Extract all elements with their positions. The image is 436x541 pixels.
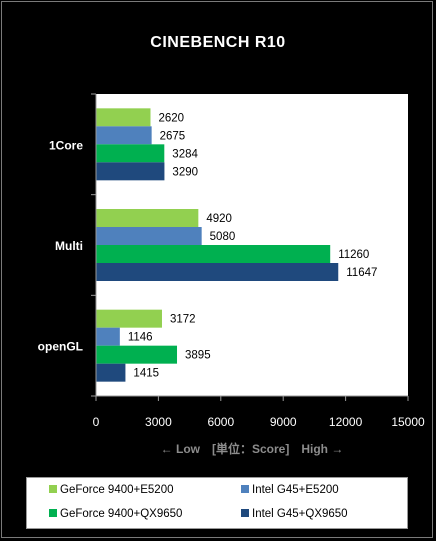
legend: GeForce 9400+E5200 Intel G45+E5200 GeForce… (26, 477, 408, 529)
x-tick-label: 0 (93, 415, 100, 429)
x-tick-label: 3000 (145, 415, 172, 429)
legend-label: GeForce 9400+E5200 (60, 484, 174, 496)
data-label: 11647 (346, 267, 377, 279)
legend-swatch (241, 509, 249, 517)
bar (96, 345, 178, 364)
x-tick-label: 6000 (207, 415, 234, 429)
x-tick-label: 15000 (391, 415, 425, 429)
legend-swatch (49, 485, 57, 493)
data-label: 5080 (210, 231, 236, 243)
bar (96, 144, 165, 163)
legend-label: Intel G45+QX9650 (252, 508, 348, 520)
legend-label: GeForce 9400+QX9650 (60, 508, 183, 520)
data-label: 1415 (133, 368, 159, 380)
legend-item: GeForce 9400+E5200 (49, 484, 173, 496)
bar (96, 245, 331, 263)
data-label: 11260 (338, 249, 369, 261)
x-tick-label: 12000 (329, 415, 363, 429)
chart-title: CINEBENCH R10 (150, 34, 286, 51)
axis-caption: ← Low [単位：Score] High → (160, 442, 344, 456)
data-label: 2620 (158, 112, 184, 124)
legend-item: GeForce 9400+QX9650 (49, 508, 182, 520)
bar (96, 227, 202, 245)
category-label: Multi (55, 239, 83, 253)
bar (96, 363, 126, 382)
data-label: 3284 (172, 148, 198, 160)
bar (96, 263, 339, 281)
legend-item: Intel G45+E5200 (241, 484, 339, 496)
data-label: 3172 (170, 314, 196, 326)
category-label: 1Core (49, 138, 83, 152)
bar (96, 108, 151, 127)
bar (96, 162, 165, 181)
bar (96, 209, 199, 227)
data-label: 3290 (172, 166, 198, 178)
category-label: openGL (38, 340, 83, 354)
x-tick-label: 9000 (270, 415, 297, 429)
legend-label: Intel G45+E5200 (252, 484, 339, 496)
bar (96, 327, 120, 346)
legend-item: Intel G45+QX9650 (241, 508, 348, 520)
data-label: 1146 (128, 332, 153, 344)
legend-swatch (49, 509, 57, 517)
data-label: 2675 (160, 130, 186, 142)
data-label: 4920 (206, 213, 232, 225)
data-label: 3895 (185, 350, 211, 362)
bar (96, 309, 162, 328)
legend-swatch (241, 485, 249, 493)
bar (96, 126, 152, 145)
